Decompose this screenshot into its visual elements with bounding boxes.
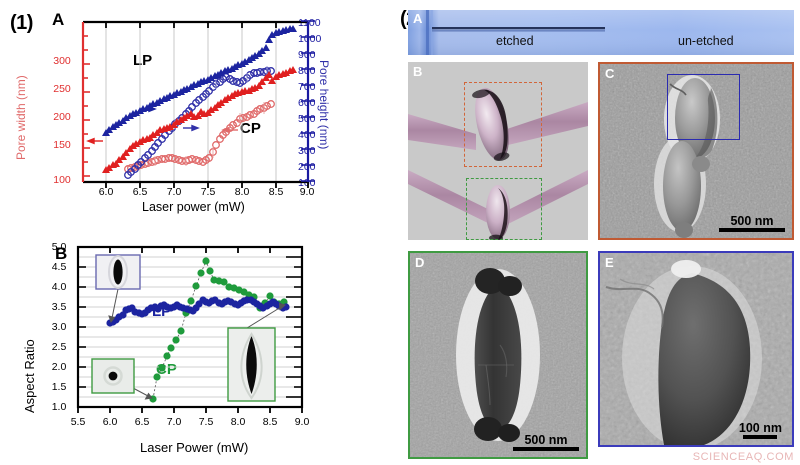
panel-A-plot-svg xyxy=(81,20,315,188)
panel-A-ytick-left-100: 100 xyxy=(53,174,71,186)
panel-2A-image: A etched un-etched xyxy=(408,10,794,55)
panel-2C-letter: C xyxy=(605,66,615,81)
panel-2C-image: C 500 nm xyxy=(598,62,794,240)
panel-A-arrow-right-cp xyxy=(183,124,200,132)
panel-2D-scalebar: 500 nm xyxy=(513,434,579,451)
panel-2C-svg xyxy=(600,64,792,238)
panel-2C-scalebar-label: 500 nm xyxy=(730,214,774,228)
panel-2E-scalebar: 100 nm xyxy=(739,422,782,439)
panel-2A-unetched-label: un-etched xyxy=(678,34,734,48)
panel-B-xlabel: Laser Power (mW) xyxy=(140,440,249,455)
panel-A-ytick-right-900: 900 xyxy=(298,49,316,61)
panel-A-series-label-lp: LP xyxy=(133,52,153,69)
panel-A-ytick-right-600: 600 xyxy=(298,97,316,109)
panel-B-ytick-2.5: 2.5 xyxy=(51,341,67,353)
panel-B-ytick-2.0: 2.0 xyxy=(51,361,67,373)
panel-A-arrow-left-lp xyxy=(86,137,103,145)
group-label-1: (1) xyxy=(10,12,33,34)
panel-A-ytick-right-300: 300 xyxy=(298,145,316,157)
panel-B-xtick-7.0: 7.0 xyxy=(166,416,182,428)
panel-2E-image: E 100 nm xyxy=(598,251,794,447)
inset-cp-round-pore xyxy=(91,358,135,394)
panel-2D-scalebar-label: 500 nm xyxy=(524,433,568,447)
panel-A-series-label-cp: CP xyxy=(240,120,261,137)
panel-2E-scalebar-label: 100 nm xyxy=(738,421,782,435)
panel-B-ytick-1.0: 1.0 xyxy=(51,401,67,413)
inset-lp-pore xyxy=(95,254,141,290)
panel-A-ytick-right-800: 800 xyxy=(298,65,316,77)
panel-B-series-lp xyxy=(106,296,290,327)
panel-B-xtick-8.5: 8.5 xyxy=(262,416,278,428)
panel-A-ytick-right-400: 400 xyxy=(298,129,316,141)
panel-A-xtick-6.0: 6.0 xyxy=(98,186,114,198)
panel-B-ytick-4.5: 4.5 xyxy=(51,261,67,273)
panel-A-xtick-8.5: 8.5 xyxy=(268,186,284,198)
panel-A-xtick-8.0: 8.0 xyxy=(234,186,250,198)
panel-B-xtick-6.0: 6.0 xyxy=(102,416,118,428)
panel-2E-letter: E xyxy=(605,255,614,270)
panel-A-arrow-right-lp xyxy=(140,105,157,113)
panel-A-ytick-left-200: 200 xyxy=(53,111,71,123)
panel-B-xtick-6.5: 6.5 xyxy=(134,416,150,428)
panel-B-xtick-7.5: 7.5 xyxy=(198,416,214,428)
panel-B-ytick-5.0: 5.0 xyxy=(51,241,67,253)
panel-B-plot-svg xyxy=(76,245,304,413)
panel-B-xtick-9.0: 9.0 xyxy=(294,416,310,428)
panel-2E-svg xyxy=(600,253,792,445)
panel-A-xtick-7.0: 7.0 xyxy=(166,186,182,198)
watermark: SCIENCEAQ.COM xyxy=(692,451,794,463)
panel-A-ytick-right-500: 500 xyxy=(298,113,316,125)
panel-2D-svg xyxy=(410,253,586,457)
panel-2B-svg xyxy=(408,62,588,240)
panel-2A-svg xyxy=(408,10,794,55)
panel-2B-image: B xyxy=(408,62,588,240)
chart-panel-B: B Aspect Ratio Laser Power (mW) LP CP 5.… xyxy=(0,228,395,465)
panel-A-ytick-left-300: 300 xyxy=(53,55,71,67)
panel-B-ytick-4.0: 4.0 xyxy=(51,281,67,293)
panel-A-ytick-left-250: 250 xyxy=(53,83,71,95)
panel-A-arrow-left-cp xyxy=(221,126,238,134)
panel-2B-letter: B xyxy=(413,64,423,79)
panel-B-ytick-3.0: 3.0 xyxy=(51,321,67,333)
panel-2D-image: D 500 nm xyxy=(408,251,588,459)
panel-A-series-lp-height xyxy=(102,25,297,136)
chart-panel-A: A Pore width (nm) Pore height (nm) Laser… xyxy=(0,0,395,225)
panel-A-ytick-right-1100: 1100 xyxy=(298,17,321,29)
panel-B-xtick-5.5: 5.5 xyxy=(70,416,86,428)
panel-B-ytick-1.5: 1.5 xyxy=(51,381,67,393)
panel-2B-roi-green xyxy=(466,178,542,240)
panel-2D-letter: D xyxy=(415,255,425,270)
panel-2C-roi-blue xyxy=(667,74,740,140)
panel-A-ytick-left-150: 150 xyxy=(53,139,71,151)
panel-2C-scalebar: 500 nm xyxy=(719,215,785,232)
panel-A-ytick-right-1000: 1000 xyxy=(298,33,322,45)
panel-B-letter: B xyxy=(55,244,68,263)
panel-A-xtick-7.5: 7.5 xyxy=(200,186,216,198)
panel-A-xtick-9.0: 9.0 xyxy=(299,186,315,198)
panel-B-xtick-8.0: 8.0 xyxy=(230,416,246,428)
panel-A-letter: A xyxy=(52,10,65,29)
panel-B-ytick-3.5: 3.5 xyxy=(51,301,67,313)
panel-A-ytick-right-200: 200 xyxy=(298,161,316,173)
panel-A-xlabel: Laser power (mW) xyxy=(142,200,245,214)
panel-A-ytick-right-700: 700 xyxy=(298,81,316,93)
panel-2A-letter: A xyxy=(413,11,423,26)
panel-2A-etched-label: etched xyxy=(496,34,534,48)
inset-cp-elongated-pore xyxy=(227,327,276,402)
panel-A-xtick-6.5: 6.5 xyxy=(132,186,148,198)
panel-A-series-lp-width xyxy=(102,66,297,173)
panel-2B-roi-orange xyxy=(464,82,542,167)
